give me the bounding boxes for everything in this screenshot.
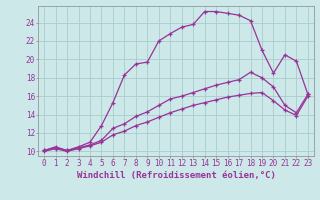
X-axis label: Windchill (Refroidissement éolien,°C): Windchill (Refroidissement éolien,°C) [76,171,276,180]
